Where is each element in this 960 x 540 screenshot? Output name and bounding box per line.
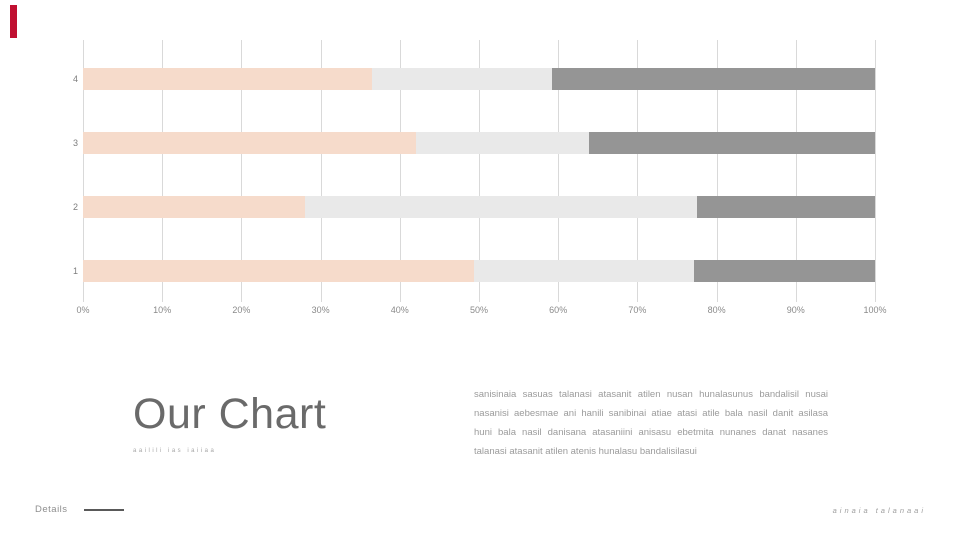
bar-row xyxy=(83,196,875,218)
paragraph-line: sanisinaia sasuas talanasi atasanit atil… xyxy=(474,389,828,400)
bar-segment-segment-lightgray xyxy=(372,68,552,90)
bar-segment-segment-darkgray xyxy=(693,260,875,282)
bar-segment-segment-darkgray xyxy=(589,132,875,154)
x-axis-label: 100% xyxy=(863,305,887,315)
paragraph-line: talanasi atasanit atilen atenis hunalasu… xyxy=(474,446,697,457)
x-axis-label: 20% xyxy=(232,305,251,315)
x-axis-label: 40% xyxy=(390,305,409,315)
x-axis-label: 30% xyxy=(311,305,330,315)
x-axis-label: 80% xyxy=(707,305,726,315)
gridline xyxy=(320,40,322,302)
bar-segment-segment-darkgray xyxy=(696,196,875,218)
slide-subtitle: aailili ias iaiiaa xyxy=(133,448,217,454)
x-axis-label: 60% xyxy=(549,305,568,315)
gridline xyxy=(875,40,876,302)
bar-row xyxy=(83,260,875,282)
bar-segment-segment-lightgray xyxy=(474,260,694,282)
category-label: 4 xyxy=(72,74,78,84)
gridline xyxy=(716,40,718,302)
gridline xyxy=(795,40,797,302)
category-label: 1 xyxy=(72,266,78,276)
bar-row xyxy=(83,68,875,90)
gridline xyxy=(241,40,243,302)
category-label: 2 xyxy=(72,202,78,212)
body-text: sanisinaia sasuas talanasi atasanit atil… xyxy=(474,385,828,461)
details-underline xyxy=(84,509,124,511)
gridline xyxy=(162,40,164,302)
gridline xyxy=(83,40,84,302)
bar-segment-segment-peach xyxy=(83,260,475,282)
gridline xyxy=(479,40,480,302)
x-axis-label: 0% xyxy=(76,305,90,315)
slide-title: Our Chart xyxy=(133,390,327,438)
gridline xyxy=(637,40,639,302)
red-accent-bar xyxy=(10,5,17,38)
bar-row xyxy=(83,132,875,154)
bar-segment-segment-darkgray xyxy=(551,68,875,90)
bar-segment-segment-lightgray xyxy=(304,196,697,218)
x-axis-label: 50% xyxy=(469,305,489,315)
x-axis: 0% 10% 20% 30% 40% 50% 60% 70% 80% 90% 100% xyxy=(76,305,886,319)
bar-segment-segment-peach xyxy=(83,132,416,154)
bar-segment-segment-peach xyxy=(83,68,373,90)
details-label: Details xyxy=(35,504,68,515)
footer-note: ainaia talanaai xyxy=(832,506,926,515)
bar-segment-segment-lightgray xyxy=(415,132,590,154)
title-block: Our Chart aailili ias iaiiaa xyxy=(133,390,433,454)
x-axis-label: 70% xyxy=(628,305,647,315)
category-label: 3 xyxy=(72,138,78,148)
gridline xyxy=(558,40,560,302)
paragraph-line: huni bala nasil danisana atasaniini anis… xyxy=(474,427,828,438)
chart-plot-area: 4 3 2 1 xyxy=(73,40,876,302)
gridline xyxy=(399,40,401,302)
bar-segment-segment-peach xyxy=(83,196,305,218)
x-axis-label: 90% xyxy=(786,305,805,315)
x-axis-label: 10% xyxy=(153,305,172,315)
paragraph-line: nasanisi aebesmae ani hanili sanibinai a… xyxy=(474,408,828,419)
